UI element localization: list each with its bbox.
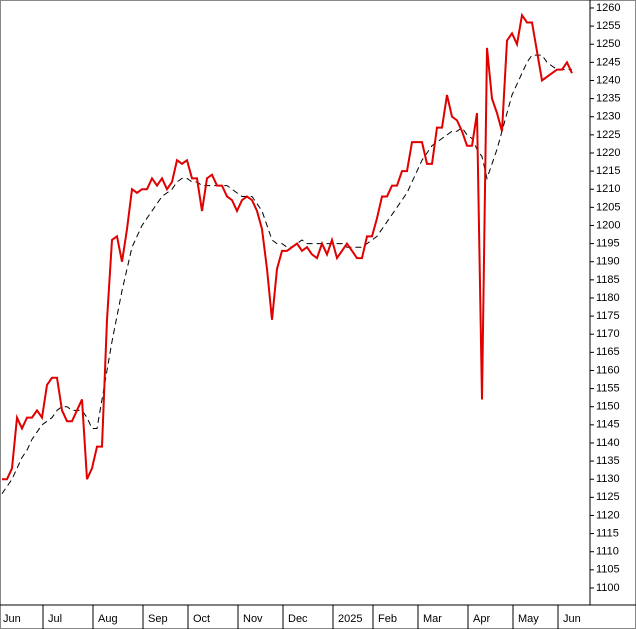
y-tick-label: 1245	[596, 56, 620, 68]
y-tick-label: 1185	[596, 274, 620, 286]
x-tick-label: Jun	[563, 613, 581, 625]
x-tick-label: Jun	[3, 613, 21, 625]
x-tick-label: Apr	[473, 613, 490, 625]
y-tick-label: 1160	[596, 364, 620, 376]
x-tick-label: Feb	[378, 613, 397, 625]
y-tick-label: 1125	[596, 491, 620, 503]
y-tick-label: 1195	[596, 238, 620, 250]
y-tick-label: 1110	[596, 546, 619, 558]
y-tick-label: 1255	[596, 20, 620, 32]
y-tick-label: 1200	[596, 219, 620, 231]
y-tick-label: 1205	[596, 201, 620, 213]
x-tick-label: Jul	[48, 613, 62, 625]
y-tick-label: 1105	[596, 564, 620, 576]
y-tick-label: 1115	[596, 527, 619, 539]
y-tick-label: 1120	[596, 509, 620, 521]
x-tick-label: Oct	[193, 613, 210, 625]
y-tick-label: 1175	[596, 310, 620, 322]
x-tick-label: Aug	[98, 613, 118, 625]
y-tick-label: 1180	[596, 292, 620, 304]
y-tick-label: 1165	[596, 346, 620, 358]
y-tick-label: 1230	[596, 111, 620, 123]
y-tick-label: 1250	[596, 38, 620, 50]
y-tick-label: 1135	[596, 455, 620, 467]
price-line	[2, 12, 573, 481]
y-tick-label: 1155	[596, 382, 620, 394]
y-tick-label: 1225	[596, 129, 620, 141]
y-tick-label: 1150	[596, 401, 620, 413]
y-tick-label: 1170	[596, 328, 620, 340]
x-tick-label: 2025	[338, 613, 362, 625]
y-tick-label: 1190	[596, 256, 620, 268]
x-tick-label: Mar	[423, 613, 442, 625]
x-tick-label: May	[518, 613, 539, 625]
y-tick-label: 1215	[596, 165, 620, 177]
x-tick-label: Dec	[288, 613, 308, 625]
y-tick-label: 1145	[596, 419, 620, 431]
y-tick-label: 1220	[596, 147, 620, 159]
y-tick-label: 1140	[596, 437, 620, 449]
y-tick-label: 1210	[596, 183, 620, 195]
y-tick-label: 1100	[596, 582, 620, 594]
y-tick-label: 1260	[596, 2, 620, 14]
x-tick-label: Nov	[243, 613, 263, 625]
y-tick-label: 1240	[596, 74, 620, 86]
x-tick-label: Sep	[148, 613, 168, 625]
y-tick-label: 1130	[596, 473, 620, 485]
y-tick-label: 1235	[596, 93, 620, 105]
